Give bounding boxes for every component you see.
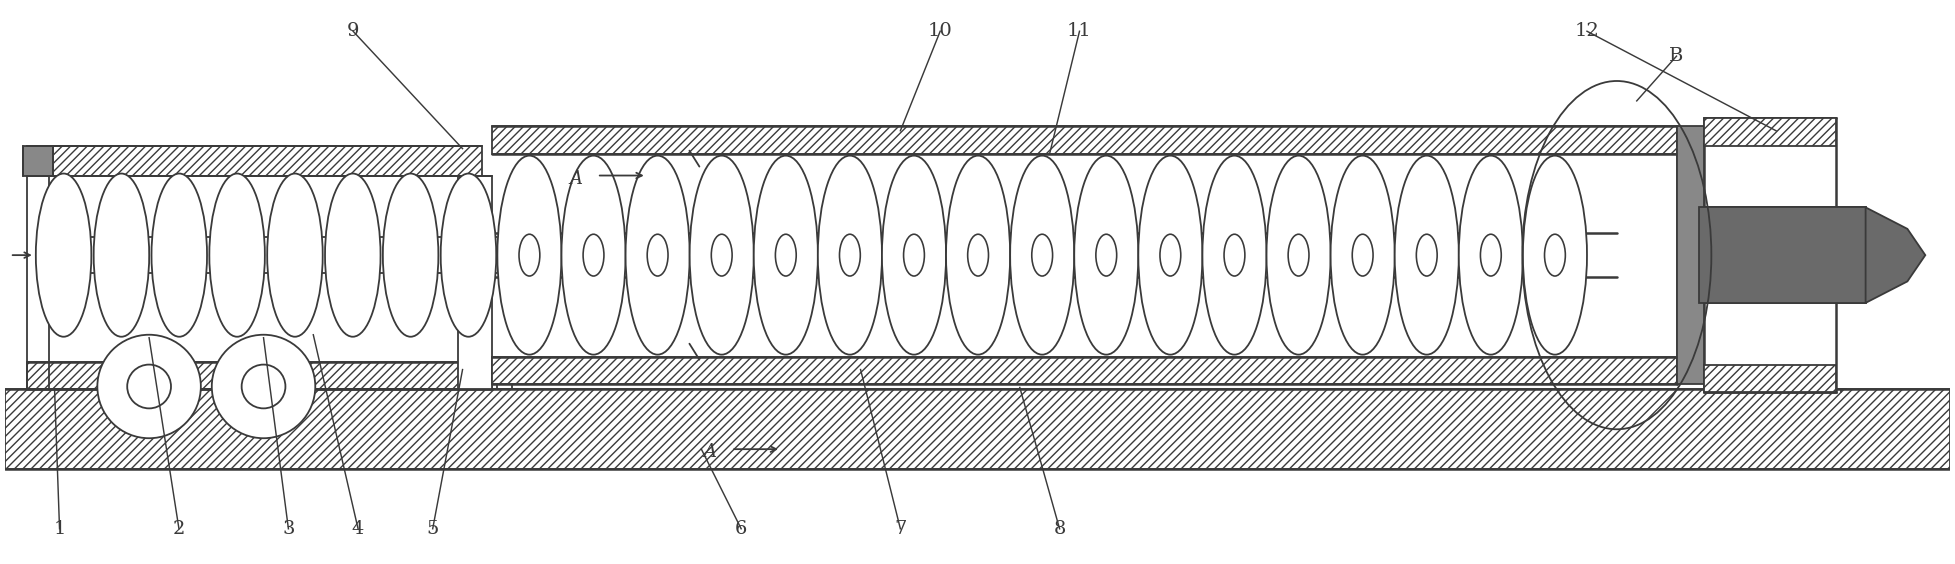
Circle shape [242,364,285,408]
Text: B: B [1670,47,1683,65]
Ellipse shape [497,156,561,355]
Ellipse shape [1288,234,1310,276]
Ellipse shape [1544,234,1566,276]
Ellipse shape [1523,156,1587,355]
Ellipse shape [1159,234,1181,276]
Text: 5: 5 [426,520,438,538]
Ellipse shape [325,174,381,337]
Ellipse shape [561,156,626,355]
Bar [4,390,1951,469]
Ellipse shape [1138,156,1202,355]
Bar [27,362,493,390]
Ellipse shape [35,174,92,337]
Ellipse shape [626,156,690,355]
Ellipse shape [1011,156,1073,355]
Text: 3: 3 [282,520,295,538]
Ellipse shape [1415,234,1437,276]
Circle shape [211,335,315,438]
Text: 7: 7 [893,520,907,538]
Ellipse shape [817,156,882,355]
Circle shape [127,364,170,408]
Bar [493,356,1677,385]
Ellipse shape [946,156,1011,355]
Ellipse shape [1394,156,1458,355]
Bar [1705,118,1836,393]
Text: 12: 12 [1574,22,1599,40]
Text: 8: 8 [1054,520,1065,538]
Ellipse shape [1331,156,1394,355]
Ellipse shape [647,234,669,276]
Text: A: A [569,170,583,187]
Ellipse shape [1073,156,1138,355]
Text: 9: 9 [346,22,360,40]
Bar [457,175,493,390]
Ellipse shape [518,234,540,276]
Ellipse shape [383,174,438,337]
Ellipse shape [1267,156,1331,355]
Ellipse shape [440,174,497,337]
Text: 2: 2 [172,520,186,538]
Ellipse shape [690,156,755,355]
Text: 4: 4 [352,520,364,538]
Ellipse shape [209,174,264,337]
Ellipse shape [583,234,604,276]
Bar [1705,118,1836,146]
Ellipse shape [903,234,925,276]
Ellipse shape [839,234,860,276]
Ellipse shape [968,234,989,276]
Ellipse shape [268,174,323,337]
Ellipse shape [882,156,946,355]
Text: 10: 10 [929,22,952,40]
Text: 11: 11 [1067,22,1093,40]
Polygon shape [1865,208,1926,303]
Bar [1699,208,1865,303]
Ellipse shape [776,234,796,276]
Ellipse shape [712,234,731,276]
Ellipse shape [1458,156,1523,355]
Ellipse shape [1224,234,1245,276]
Ellipse shape [1097,234,1116,276]
Ellipse shape [151,174,207,337]
Ellipse shape [755,156,817,355]
Ellipse shape [1353,234,1372,276]
Ellipse shape [1480,234,1501,276]
Ellipse shape [94,174,149,337]
Text: A: A [704,443,716,461]
Bar [1677,126,1705,385]
Bar [1705,364,1836,393]
Bar [27,146,483,175]
Bar [23,146,53,175]
Text: 6: 6 [735,520,747,538]
Ellipse shape [1032,234,1052,276]
Bar [493,126,1677,153]
Ellipse shape [1202,156,1267,355]
Text: 1: 1 [53,520,66,538]
Circle shape [98,335,201,438]
